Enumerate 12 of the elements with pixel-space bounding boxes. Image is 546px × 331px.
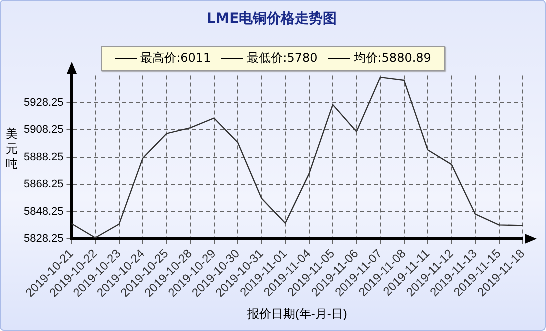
y-axis-title: 美元吨 bbox=[6, 127, 18, 171]
chart-title: LME电铜价格走势图 bbox=[206, 11, 338, 28]
x-axis-title: 报价日期(年-月-日) bbox=[246, 307, 348, 322]
text: 均价:5880.89 bbox=[354, 51, 432, 65]
y-tick-label: 5868.25 bbox=[24, 178, 64, 191]
text: 最高价:6011 bbox=[140, 51, 212, 65]
y-tick-label: 5908.25 bbox=[24, 124, 64, 136]
y-tick-label: 5928.25 bbox=[24, 97, 64, 110]
y-tick-label: 5888.25 bbox=[24, 151, 64, 164]
y-tick-label: 5848.25 bbox=[24, 206, 64, 218]
text: 最低价:5780 bbox=[247, 51, 318, 65]
y-tick-label: 5828.25 bbox=[24, 233, 64, 246]
